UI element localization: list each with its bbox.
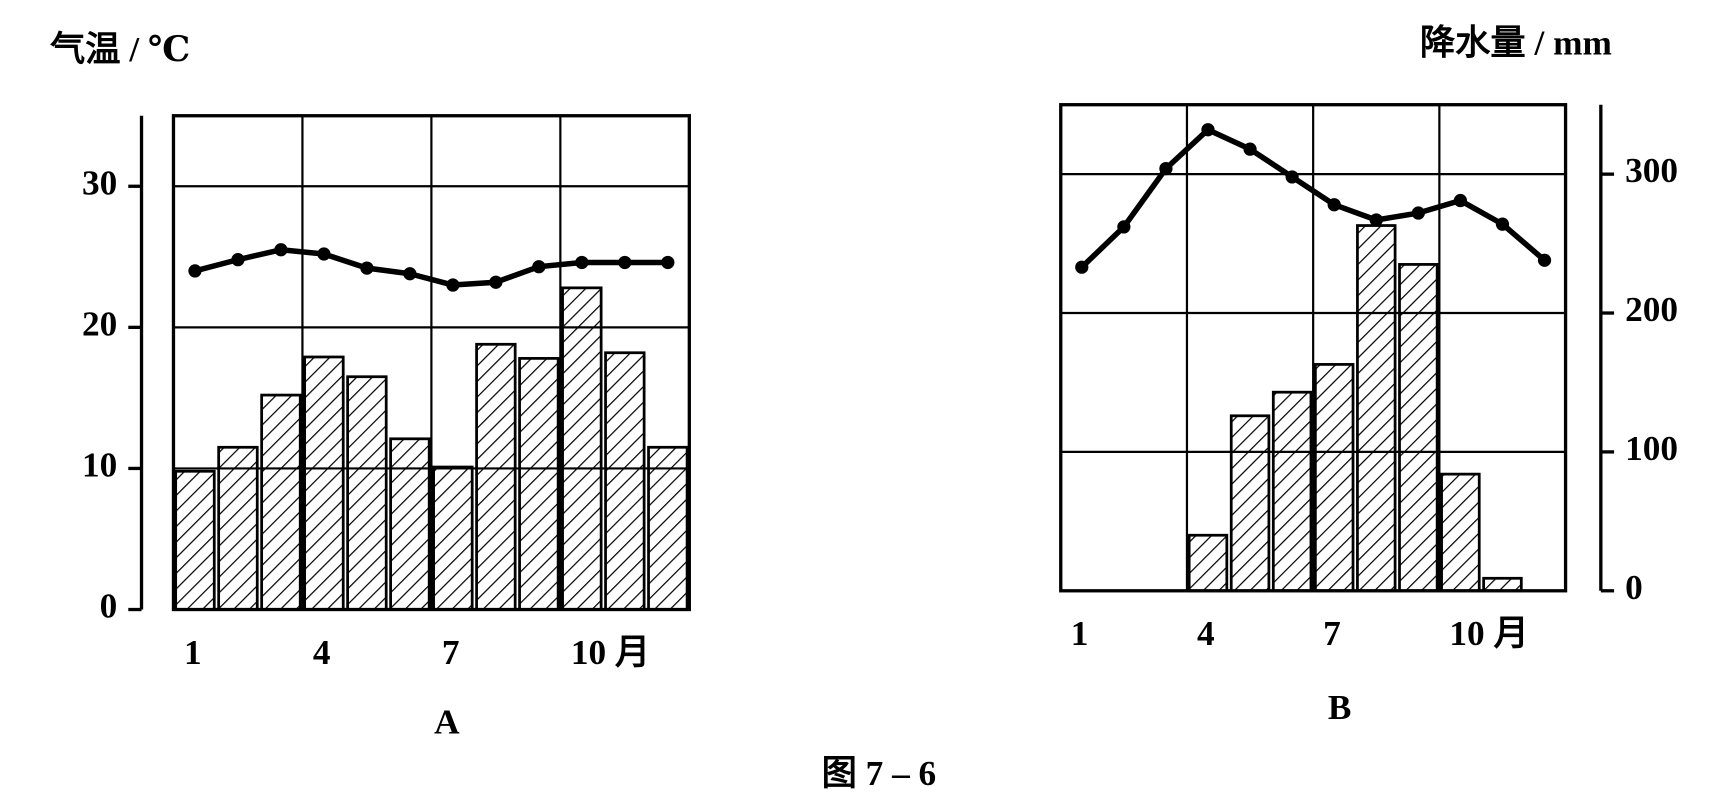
- line-marker: [489, 275, 503, 289]
- y2-axis-title: 降水量 / mm: [1420, 23, 1612, 62]
- bar: [217, 445, 259, 611]
- line-marker: [1285, 170, 1299, 184]
- line-marker: [1327, 198, 1341, 212]
- line-marker: [317, 247, 331, 261]
- tick-label: 100: [1625, 429, 1678, 468]
- bar: [174, 469, 216, 611]
- line-marker: [1495, 217, 1510, 231]
- x-tick-label: 10 月: [1449, 614, 1528, 653]
- x-tick-label: 1: [184, 633, 202, 672]
- tick-label: 20: [82, 304, 117, 343]
- tick-label: 0: [100, 587, 118, 626]
- bar: [604, 351, 646, 611]
- tick-label: 30: [82, 163, 117, 202]
- bar: [1229, 414, 1271, 593]
- line-marker: [575, 255, 589, 270]
- figure-caption: 图 7 – 6: [822, 754, 937, 793]
- line-marker: [532, 260, 546, 274]
- bar: [561, 286, 603, 611]
- bar: [346, 375, 388, 611]
- bar: [1313, 363, 1355, 593]
- bar: [647, 445, 689, 611]
- line-marker: [1117, 220, 1131, 234]
- y-axis-title: 气温 / ℃: [50, 30, 190, 69]
- line-marker: [1243, 142, 1257, 156]
- chart-label: B: [1328, 688, 1352, 727]
- line-marker: [188, 264, 202, 278]
- tick-label: 300: [1625, 151, 1678, 190]
- x-tick-label: 7: [442, 633, 460, 672]
- bar: [1440, 472, 1481, 593]
- bar: [432, 465, 474, 611]
- line-marker: [1411, 206, 1425, 220]
- line-marker: [231, 253, 245, 267]
- x-tick-label: 1: [1071, 614, 1089, 653]
- bar: [518, 357, 560, 611]
- line-marker: [1159, 161, 1173, 176]
- bar: [389, 437, 431, 611]
- chart-label: A: [434, 702, 460, 741]
- x-tick-label: 4: [313, 633, 331, 672]
- x-tick-label: 7: [1323, 614, 1341, 653]
- line-marker: [1369, 213, 1383, 227]
- bar: [1482, 576, 1523, 593]
- line-marker: [446, 278, 460, 292]
- line-marker: [274, 243, 288, 257]
- line-marker: [1201, 123, 1215, 137]
- x-tick-label: 10 月: [571, 633, 650, 672]
- bar: [1271, 390, 1313, 593]
- tick-label: 0: [1625, 568, 1643, 607]
- line-marker: [1075, 260, 1089, 274]
- tick-label: 10: [82, 446, 117, 485]
- bar: [1398, 263, 1439, 593]
- bar: [303, 355, 345, 611]
- line-marker: [1537, 253, 1552, 267]
- line-marker: [403, 267, 417, 281]
- x-tick-label: 4: [1197, 614, 1215, 653]
- bar: [260, 393, 302, 611]
- line-marker: [661, 255, 675, 270]
- bar: [1187, 533, 1229, 593]
- tick-label: 200: [1625, 290, 1678, 329]
- line-marker: [360, 261, 374, 275]
- bar: [1356, 224, 1397, 593]
- line-marker: [1453, 193, 1468, 208]
- line-marker: [618, 255, 632, 270]
- temperature-line: [1079, 126, 1547, 270]
- bar: [475, 342, 517, 611]
- temperature-line: [194, 247, 668, 288]
